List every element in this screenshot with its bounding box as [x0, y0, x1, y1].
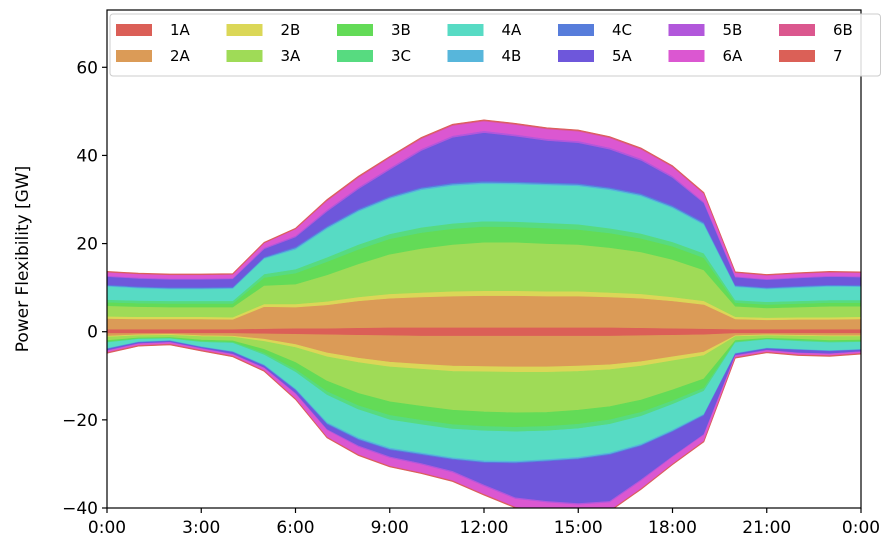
legend-label: 3C — [391, 47, 411, 65]
x-tick-label: 9:00 — [371, 518, 409, 538]
legend-label: 3A — [281, 47, 302, 65]
legend-label: 5A — [612, 47, 633, 65]
y-tick-label: −40 — [62, 499, 98, 519]
legend-swatch — [226, 24, 263, 36]
legend-item-6a: 6A — [668, 47, 744, 65]
area-upper-7 — [107, 119, 861, 276]
y-tick-label: 20 — [76, 235, 98, 255]
legend-item-3c: 3C — [337, 47, 411, 65]
legend-swatch — [779, 24, 815, 36]
legend-label: 3B — [391, 21, 411, 39]
legend-item-2a: 2A — [116, 47, 191, 65]
legend-item-7: 7 — [779, 47, 843, 65]
legend: 1A 2B 3B 4A 4C 5B 6B 2A 3A 3C 4B 5A 6A 7 — [109, 13, 881, 77]
legend-label: 4A — [502, 21, 523, 39]
y-axis-title: Power Flexibility [GW] — [13, 166, 33, 353]
legend-swatch — [668, 50, 705, 62]
legend-swatch — [447, 50, 484, 62]
legend-item-3b: 3B — [337, 21, 411, 39]
legend-label: 5B — [723, 21, 743, 39]
legend-label: 6A — [723, 47, 744, 65]
legend-item-5a: 5A — [558, 47, 633, 65]
x-tick-label: 21:00 — [742, 518, 791, 538]
y-tick-label: −20 — [62, 411, 98, 431]
legend-swatch — [337, 50, 373, 62]
legend-label: 2A — [170, 47, 191, 65]
legend-box — [109, 13, 881, 77]
legend-item-3a: 3A — [226, 47, 302, 65]
x-tick-label: 0:00 — [842, 518, 880, 538]
legend-label: 2B — [281, 21, 301, 39]
x-tick-label: 6:00 — [276, 518, 314, 538]
legend-swatch — [668, 24, 705, 36]
legend-swatch — [779, 50, 815, 62]
legend-swatch — [447, 24, 484, 36]
legend-swatch — [558, 24, 594, 36]
legend-item-4a: 4A — [447, 21, 523, 39]
y-tick-label: 60 — [76, 58, 98, 78]
x-tick-label: 12:00 — [460, 518, 509, 538]
axes: 0:00 3:00 6:00 9:00 12:00 15:00 18:00 21:00 0:00… — [62, 9, 880, 538]
legend-swatch — [116, 24, 152, 36]
stacked-areas — [107, 119, 861, 508]
y-tick-label: 40 — [76, 146, 98, 166]
area-lower-7 — [107, 344, 861, 508]
legend-item-6b: 6B — [779, 21, 853, 39]
x-tick-label: 3:00 — [182, 518, 220, 538]
legend-label: 4B — [502, 47, 522, 65]
legend-label: 4C — [612, 21, 632, 39]
x-tick-label: 0:00 — [88, 518, 126, 538]
legend-swatch — [116, 50, 152, 62]
legend-swatch — [226, 50, 263, 62]
legend-item-5b: 5B — [668, 21, 743, 39]
legend-item-2b: 2B — [226, 21, 301, 39]
legend-item-4b: 4B — [447, 47, 522, 65]
legend-item-4c: 4C — [558, 21, 632, 39]
legend-label: 7 — [833, 47, 843, 65]
x-tick-label: 18:00 — [648, 518, 697, 538]
legend-label: 1A — [170, 21, 191, 39]
y-tick-label: 0 — [87, 323, 98, 343]
legend-swatch — [337, 24, 373, 36]
legend-item-1a: 1A — [116, 21, 191, 39]
legend-label: 6B — [833, 21, 853, 39]
legend-swatch — [558, 50, 594, 62]
x-tick-label: 15:00 — [554, 518, 603, 538]
